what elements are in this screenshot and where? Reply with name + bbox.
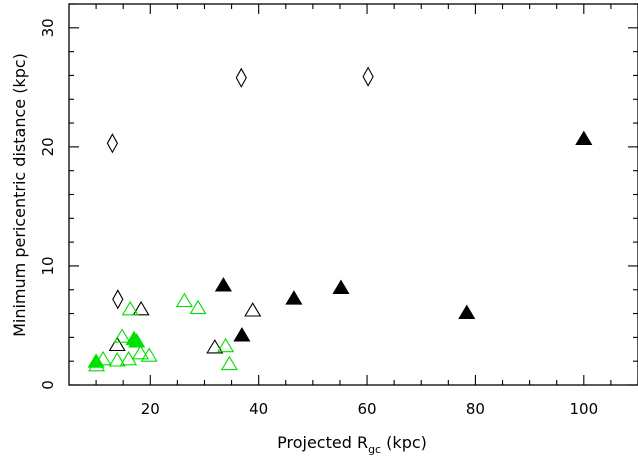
diamond-marker xyxy=(362,66,374,87)
y-tick-label: 0 xyxy=(39,380,57,390)
triangle-marker xyxy=(175,292,193,308)
x-tick-label: 40 xyxy=(249,400,268,418)
triangle-marker xyxy=(332,279,350,294)
triangle-marker xyxy=(140,347,158,362)
triangle-marker xyxy=(233,327,251,342)
triangle-marker xyxy=(132,300,150,316)
triangle-marker xyxy=(458,304,476,319)
major-ticks xyxy=(69,4,638,386)
x-tick-label: 100 xyxy=(569,400,598,418)
triangle-marker xyxy=(220,355,238,371)
y-tick-label: 30 xyxy=(39,18,57,37)
triangle-marker xyxy=(285,290,303,305)
triangle-marker xyxy=(131,344,150,360)
x-tick-label: 20 xyxy=(141,400,160,418)
triangle-marker xyxy=(87,353,105,368)
triangle-marker xyxy=(217,337,235,353)
triangle-marker xyxy=(113,328,131,343)
triangle-marker xyxy=(206,339,224,354)
y-tick-label: 10 xyxy=(39,256,57,275)
triangle-marker xyxy=(189,299,207,315)
x-axis-title-suffix: (kpc) xyxy=(381,433,427,452)
triangle-marker xyxy=(94,350,112,366)
triangle-marker xyxy=(121,300,139,316)
triangle-marker xyxy=(108,352,126,367)
diamond-marker xyxy=(112,289,124,310)
x-tick-label: 80 xyxy=(466,400,485,418)
x-axis-title-subscript: gc xyxy=(368,443,381,456)
triangle-marker xyxy=(575,130,593,146)
x-axis-title: Projected Rgc (kpc) xyxy=(277,433,427,456)
data-markers xyxy=(87,66,593,372)
minor-ticks xyxy=(69,3,638,385)
triangle-marker xyxy=(120,350,138,366)
y-tick-label: 20 xyxy=(39,137,57,156)
triangle-marker xyxy=(244,302,262,317)
diamond-marker xyxy=(235,67,247,88)
triangle-marker xyxy=(128,333,146,348)
diamond-marker xyxy=(106,133,119,154)
y-axis-title: Minimum pericentric distance (kpc) xyxy=(10,53,29,337)
triangle-marker xyxy=(214,277,232,292)
x-tick-label: 60 xyxy=(358,400,377,418)
triangle-marker xyxy=(108,336,126,352)
tick-labels: 20 40 60 80 100 0 10 20 30 xyxy=(39,18,598,418)
x-axis-title-prefix: Projected R xyxy=(277,433,368,452)
plot-frame xyxy=(68,3,638,386)
